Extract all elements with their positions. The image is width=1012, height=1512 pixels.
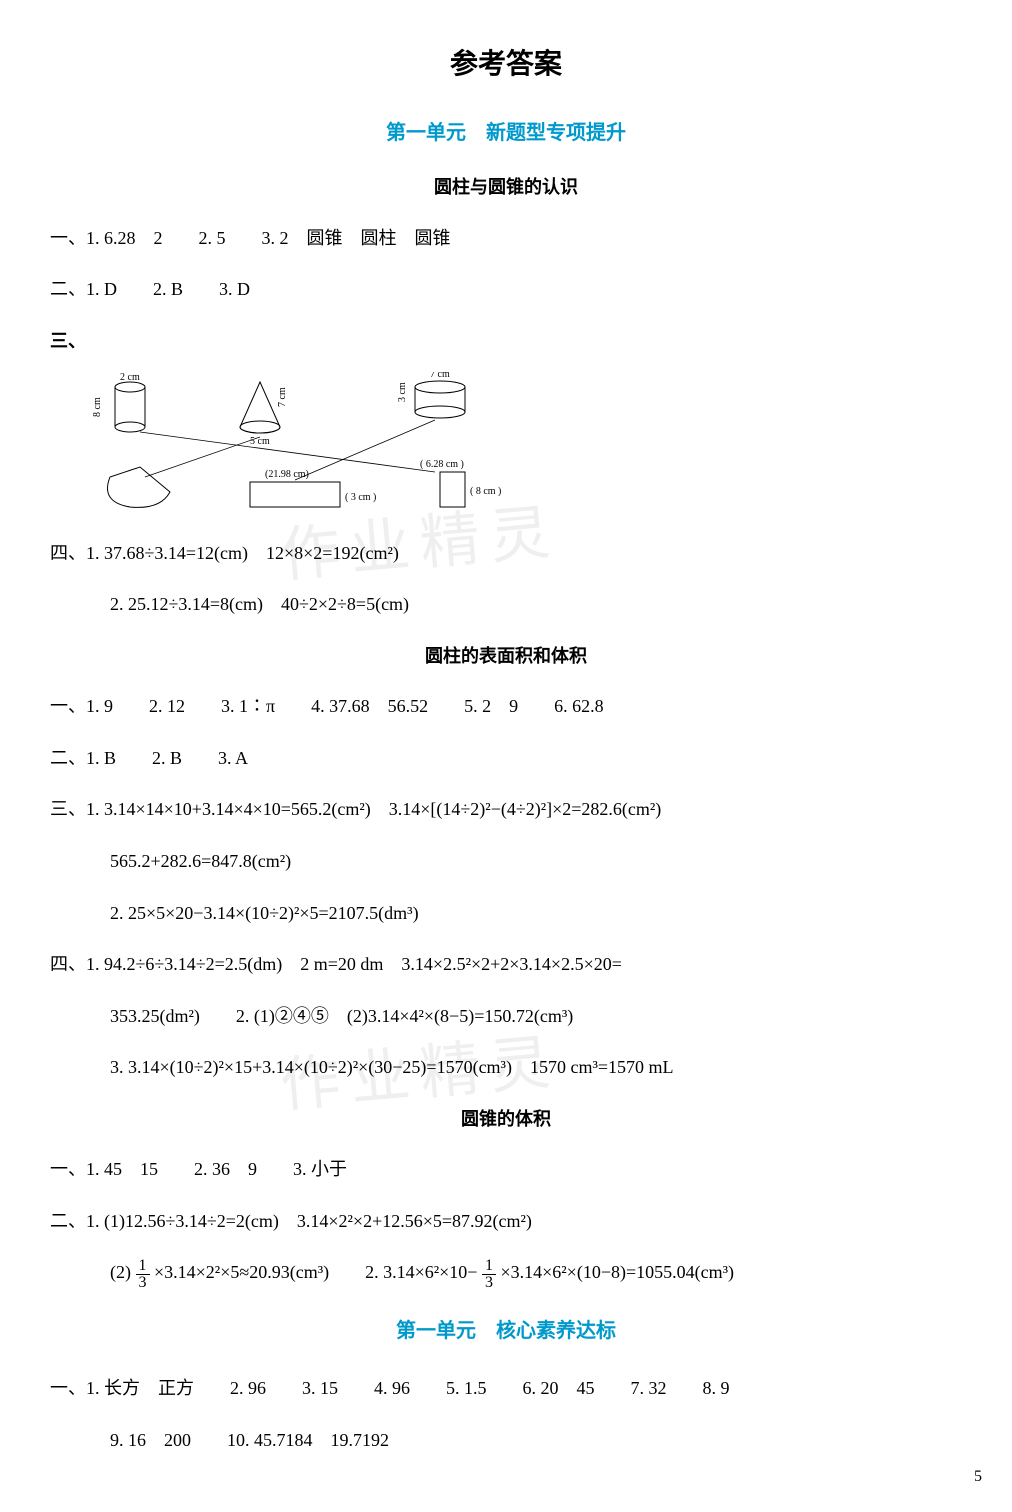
cone-side-label: 7 cm: [277, 387, 288, 407]
s1-q3: 三、 2 cm 8 cm 7 cm 5 cm 7 cm 3 cm: [50, 322, 962, 522]
s1-q4-2: 2. 25.12÷3.14=8(cm) 40÷2×2÷8=5(cm): [50, 585, 962, 625]
rect1-side-label: ( 3 cm ): [345, 492, 376, 503]
u2-q1b: 9. 16 200 10. 45.7184 19.7192: [50, 1421, 962, 1461]
s1-q4-1: 四、1. 37.68÷3.14=12(cm) 12×8×2=192(cm²): [50, 534, 962, 574]
fraction-1-3b: 13: [482, 1258, 496, 1291]
s2-q3-2: 2. 25×5×20−3.14×(10÷2)²×5=2107.5(dm³): [50, 894, 962, 934]
cyl2-top-label: 7 cm: [430, 372, 450, 380]
s1-q3-label: 三、: [50, 331, 86, 351]
cyl1-side-label: 8 cm: [92, 397, 103, 417]
s2-q4-1b: 353.25(dm²) 2. (1)②④⑤ (2)3.14×4²×(8−5)=1…: [50, 997, 962, 1037]
section-2-title: 圆柱的表面积和体积: [50, 640, 962, 672]
s2-q4-3: 3. 3.14×(10÷2)²×15+3.14×(10÷2)²×(30−25)=…: [50, 1048, 962, 1088]
s3-q2-1a: 二、1. (1)12.56÷3.14÷2=2(cm) 3.14×2²×2+12.…: [50, 1202, 962, 1242]
unit-2-title: 第一单元 核心素养达标: [50, 1313, 962, 1349]
s1-q2: 二、1. D 2. B 3. D: [50, 270, 962, 310]
s2-q3-1b: 565.2+282.6=847.8(cm²): [50, 842, 962, 882]
section-1-title: 圆柱与圆锥的认识: [50, 171, 962, 203]
s2-q4-1: 四、1. 94.2÷6÷3.14÷2=2.5(dm) 2 m=20 dm 3.1…: [50, 945, 962, 985]
page-number: 5: [974, 1463, 982, 1492]
page-title: 参考答案: [50, 40, 962, 90]
cyl1-top-label: 2 cm: [120, 372, 140, 383]
main-content: 参考答案 第一单元 新题型专项提升 圆柱与圆锥的认识 一、1. 6.28 2 2…: [50, 40, 962, 1460]
fraction-1-3a: 13: [136, 1258, 150, 1291]
unit-1-title: 第一单元 新题型专项提升: [50, 115, 962, 151]
cone-bottom-label: 5 cm: [250, 436, 270, 447]
s3-q2-1b: (2) 13 ×3.14×2²×5≈20.93(cm³) 2. 3.14×6²×…: [50, 1253, 962, 1293]
s3-q2-1b-pre: (2): [110, 1262, 131, 1282]
u2-q1: 一、1. 长方 正方 2. 96 3. 15 4. 96 5. 1.5 6. 2…: [50, 1369, 962, 1409]
section-3-title: 圆锥的体积: [50, 1103, 962, 1135]
diagram-svg: 2 cm 8 cm 7 cm 5 cm 7 cm 3 cm (21.98 cm)…: [90, 372, 590, 522]
s3-q2-1b-post: ×3.14×2²×5≈20.93(cm³) 2. 3.14×6²×10−: [154, 1262, 477, 1282]
s2-q1: 一、1. 9 2. 12 3. 1∶π 4. 37.68 56.52 5. 2 …: [50, 687, 962, 727]
s1-q1: 一、1. 6.28 2 2. 5 3. 2 圆锥 圆柱 圆锥: [50, 219, 962, 259]
s2-q3-1: 三、1. 3.14×14×10+3.14×4×10=565.2(cm²) 3.1…: [50, 790, 962, 830]
s2-q2: 二、1. B 2. B 3. A: [50, 739, 962, 779]
s3-q1: 一、1. 45 15 2. 36 9 3. 小于: [50, 1150, 962, 1190]
diagram-area: 2 cm 8 cm 7 cm 5 cm 7 cm 3 cm (21.98 cm)…: [90, 372, 962, 522]
rect2-top-label: ( 6.28 cm ): [420, 459, 464, 470]
s3-q2-1b-post2: ×3.14×6²×(10−8)=1055.04(cm³): [500, 1262, 734, 1282]
cyl2-side-label: 3 cm: [397, 382, 408, 402]
rect2-side-label: ( 8 cm ): [470, 486, 501, 497]
rect1-label: (21.98 cm): [265, 469, 309, 480]
